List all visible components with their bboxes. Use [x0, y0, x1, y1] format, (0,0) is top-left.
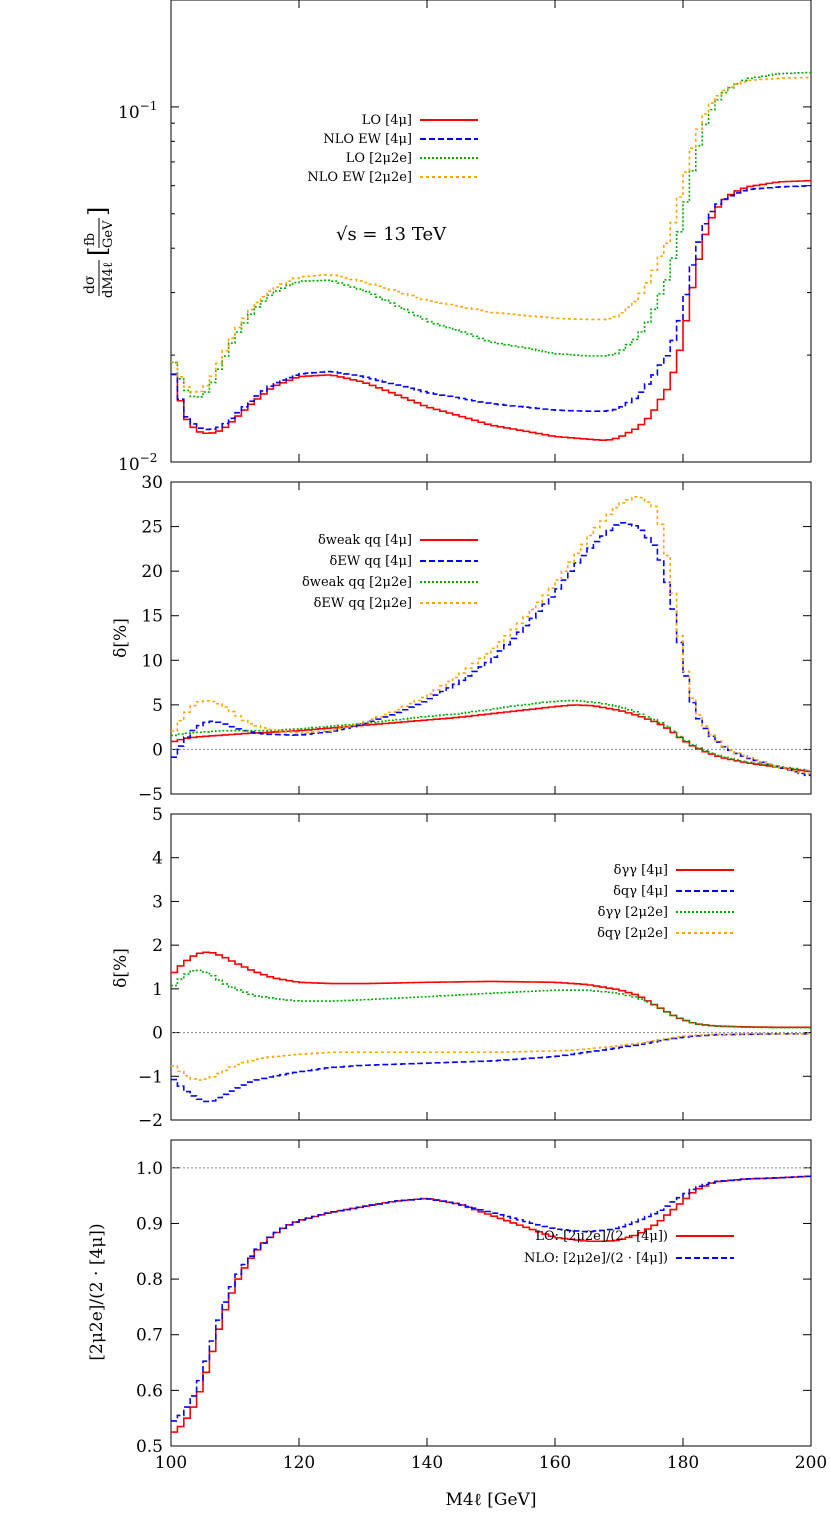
y-tick-label: 0.8 [136, 1270, 163, 1290]
legend-label: δqγ [2μ2e] [597, 926, 668, 941]
x-tick-label: 180 [667, 1453, 699, 1473]
ylabel-numerator: dσ [82, 275, 98, 294]
x-tick-label: 100 [155, 1453, 187, 1473]
series-lines [171, 1167, 811, 1433]
legend-label: δEW qq [4μ] [330, 554, 412, 569]
y-tick-label: −5 [138, 785, 163, 805]
y-tick-label: 0 [152, 1024, 163, 1044]
x-tick-label: 160 [539, 1453, 571, 1473]
legend: LO: [2μ2e]/(2 · [4μ]) NLO: [2μ2e]/(2 · [4… [524, 1229, 734, 1266]
series-line [171, 1033, 811, 1081]
y-tick-label: 0.9 [136, 1214, 163, 1234]
y-tick-label: 10 [141, 651, 163, 671]
series-line [171, 522, 811, 777]
series-line [171, 76, 811, 393]
x-tick-label: 200 [795, 1453, 827, 1473]
x-axis-label: M4ℓ [GeV] [446, 1490, 537, 1510]
legend: δγγ [4μ] δqγ [4μ] δγγ [2μ2e] δqγ [2μ2e] [597, 863, 734, 941]
ylabel-denominator: dM4ℓ [101, 262, 116, 298]
legend-label: LO [2μ2e] [346, 151, 412, 166]
panel-ratio: 100 120 140 160 180 200 0.5 0.6 0.7 0.8 0.9 1.0 [2… [87, 1139, 827, 1510]
y-tick-label: 25 [141, 518, 163, 538]
series-lines [171, 496, 811, 777]
x-ticks: 100 120 140 160 180 200 [155, 1140, 827, 1473]
y-tick-label: 1 [152, 980, 163, 1000]
ylabel-bracket-open: [ [84, 247, 112, 256]
series-line [171, 179, 811, 442]
y-ticks: −2 −1 0 1 2 3 4 5 [138, 805, 811, 1131]
y-axis-label: δ[%] [111, 618, 131, 658]
panel-frame [170, 813, 812, 1121]
panel-frame [170, 481, 812, 795]
y-tick-label: 30 [141, 473, 163, 493]
panel-delta-photon: −2 −1 0 1 2 3 4 5 δ[%] δγγ [4μ] δqγ [4μ] δγγ [2μ2… [111, 805, 812, 1131]
y-tick-label: 10−1 [118, 99, 157, 123]
panel-frame [170, 1139, 812, 1447]
legend-label: LO: [2μ2e]/(2 · [4μ]) [535, 1229, 668, 1244]
y-tick-label: 2 [152, 936, 163, 956]
panel-delta-qq: −5 0 5 10 15 20 25 30 δ[%] δweak qq [4μ] δEW qq … [111, 473, 812, 805]
y-tick-label: −2 [138, 1111, 163, 1131]
panel-cross-section: 10−1 10−2 dσ dM4ℓ [ fb GeV ] √s = 13 TeV… [82, 0, 812, 475]
legend-label: δγγ [4μ] [614, 863, 668, 878]
x-ticks [170, 0, 812, 462]
series-line [171, 71, 811, 398]
legend-label: δγγ [2μ2e] [598, 905, 668, 920]
x-tick-label: 120 [283, 1453, 315, 1473]
series-line [171, 699, 811, 772]
y-ticks [171, 0, 811, 463]
series-line [171, 951, 811, 1029]
y-tick-label: 0 [152, 740, 163, 760]
series-lines [171, 951, 811, 1103]
x-ticks [170, 814, 812, 1120]
series-line [171, 185, 811, 431]
y-axis-label: [2μ2e]/(2 · [4μ]) [87, 1223, 107, 1360]
y-tick-label: 15 [141, 607, 163, 627]
y-tick-label: 0.7 [136, 1326, 163, 1346]
series-line [171, 1175, 811, 1422]
ylabel-unit-bottom: GeV [101, 220, 116, 248]
x-ticks [170, 482, 812, 794]
legend-label: NLO EW [2μ2e] [307, 170, 412, 185]
energy-annotation: √s = 13 TeV [336, 224, 447, 245]
y-tick-label: 20 [141, 562, 163, 582]
ylabel-bracket-close: ] [84, 207, 112, 216]
y-tick-label: 0.6 [136, 1381, 163, 1401]
y-tick-label: 5 [152, 696, 163, 716]
y-tick-label: 4 [152, 849, 163, 869]
legend: δweak qq [4μ] δEW qq [4μ] δweak qq [2μ2e] δ… [302, 533, 478, 611]
y-axis-label: δ[%] [111, 948, 131, 988]
panel-frame [170, 0, 812, 463]
series-line [171, 1175, 811, 1433]
y-tick-label: −1 [138, 1067, 163, 1087]
series-lines [171, 71, 811, 442]
ylabel-unit-top: fb [83, 233, 98, 246]
y-tick-label: 3 [152, 892, 163, 912]
legend-label: δweak qq [2μ2e] [302, 575, 412, 590]
x-tick-label: 140 [411, 1453, 443, 1473]
y-tick-label: 1.0 [136, 1159, 163, 1179]
series-line [171, 496, 811, 775]
legend-label: δqγ [4μ] [613, 884, 668, 899]
y-ticks: −5 0 5 10 15 20 25 30 [138, 473, 811, 805]
y-ticks: 0.5 0.6 0.7 0.8 0.9 1.0 [136, 1159, 811, 1457]
legend-label: NLO: [2μ2e]/(2 · [4μ]) [524, 1251, 668, 1266]
legend-label: δEW qq [2μ2e] [314, 596, 412, 611]
legend-label: LO [4μ] [362, 113, 412, 128]
legend-label: δweak qq [4μ] [318, 533, 412, 548]
legend: LO [4μ] NLO EW [4μ] LO [2μ2e] NLO EW [2μ2e] [307, 113, 478, 185]
y-tick-label: 5 [152, 805, 163, 825]
y-tick-label: 10−2 [118, 451, 157, 475]
series-line [171, 1033, 811, 1103]
legend-label: NLO EW [4μ] [323, 132, 412, 147]
y-tick-label: 0.5 [136, 1437, 163, 1457]
y-axis-label: dσ dM4ℓ [ fb GeV ] [82, 207, 116, 298]
series-line [171, 969, 811, 1029]
